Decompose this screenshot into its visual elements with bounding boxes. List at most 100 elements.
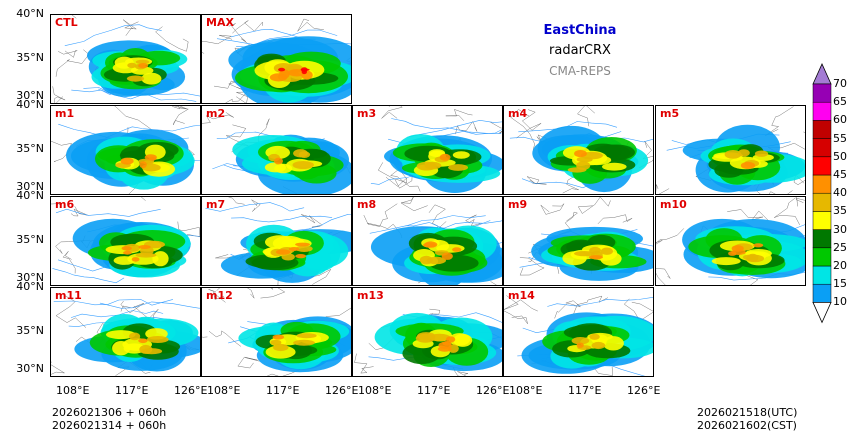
reflectivity-area: [106, 330, 136, 340]
reflectivity-area: [113, 256, 136, 265]
province-boundary: [400, 197, 428, 212]
river-line: [55, 208, 161, 217]
colorbar-level-label: 25: [833, 240, 847, 254]
province-boundary: [577, 106, 595, 127]
longitude-tick-label: 126°E: [627, 384, 661, 397]
reflectivity-area: [724, 150, 742, 159]
province-boundary: [445, 109, 473, 121]
colorbar-level-label: 45: [833, 168, 847, 181]
province-boundary: [251, 199, 261, 212]
map-panel-m2: m2: [201, 105, 352, 195]
latitude-tick-label: 30°N: [16, 362, 44, 375]
colorbar-level-label: 55: [833, 131, 847, 145]
reflectivity-area: [424, 161, 442, 170]
province-boundary: [173, 107, 189, 125]
radar-map: [202, 18, 351, 103]
reflectivity-area: [576, 342, 584, 348]
province-boundary: [216, 288, 255, 299]
reflectivity-area: [295, 254, 307, 259]
valid-time-utc: 2026021518(UTC): [697, 406, 798, 419]
longitude-tick-label: 108°E: [56, 384, 90, 397]
reflectivity-area: [139, 161, 147, 169]
colorbar-level-label: 20: [833, 259, 847, 272]
province-boundary: [774, 197, 800, 225]
river-line: [205, 202, 305, 212]
province-boundary: [260, 288, 286, 299]
reflectivity-area: [293, 339, 315, 346]
map-panel-m11: m11: [50, 287, 201, 377]
colorbar-segment: [812, 229, 832, 249]
reflectivity-area: [279, 69, 290, 79]
reflectivity-area: [148, 156, 157, 161]
colorbar-segment: [812, 283, 832, 303]
reflectivity-area: [131, 257, 140, 262]
reflectivity-area: [441, 252, 453, 260]
province-boundary: [363, 203, 398, 227]
colorbar-segment: [812, 83, 832, 103]
map-panel-m6: m6: [50, 196, 201, 286]
reflectivity-area: [300, 67, 308, 72]
map-panel-m4: m4: [503, 105, 654, 195]
reflectivity-area: [138, 63, 149, 69]
map-panel-m1: m1: [50, 105, 201, 195]
province-boundary: [177, 221, 200, 238]
colorbar-level-label: 50: [833, 149, 847, 163]
province-boundary: [504, 310, 528, 324]
radar-map: [656, 197, 805, 285]
reflectivity-area: [292, 161, 314, 169]
reflectivity-area: [121, 246, 132, 251]
map-panel-max: MAX: [201, 14, 352, 104]
province-boundary: [155, 26, 189, 52]
province-boundary: [237, 356, 260, 369]
province-boundary: [232, 20, 263, 34]
latitude-tick-label: 35°N: [16, 142, 44, 155]
radar-map: [656, 106, 805, 194]
river-line: [105, 125, 200, 139]
longitude-tick-label: 117°E: [417, 384, 451, 397]
latitude-tick-label: 40°N: [16, 280, 44, 293]
province-boundary: [325, 307, 351, 317]
radar-map: [51, 197, 200, 284]
panel-label: m10: [660, 198, 687, 211]
reflectivity-area: [574, 150, 587, 158]
province-boundary: [122, 19, 139, 36]
reflectivity-area: [273, 343, 289, 352]
reflectivity-area: [270, 339, 282, 346]
province-boundary: [55, 49, 90, 77]
panel-label: m2: [206, 107, 226, 120]
colorbar-max-arrow: [812, 63, 832, 85]
map-panel-m5: m5: [655, 105, 806, 195]
reflectivity-area: [591, 341, 606, 350]
reflectivity-area: [731, 245, 744, 252]
map-panel-m3: m3: [352, 105, 503, 195]
colorbar-level-label: 30: [833, 222, 847, 236]
longitude-tick-label: 126°E: [174, 384, 208, 397]
panel-label: MAX: [206, 16, 234, 29]
province-boundary: [202, 336, 208, 338]
reflectivity-area: [426, 256, 446, 265]
province-boundary: [489, 121, 502, 134]
river-line: [391, 118, 502, 134]
latitude-tick-label: 30°N: [16, 271, 44, 284]
reflectivity-area: [295, 245, 313, 252]
province-boundary: [490, 281, 497, 285]
longitude-tick-label: 126°E: [325, 384, 359, 397]
province-boundary: [455, 120, 478, 135]
province-boundary: [515, 109, 542, 139]
variable-title: radarCRX: [549, 43, 611, 58]
province-boundary: [52, 86, 66, 103]
reflectivity-area: [439, 153, 451, 161]
province-boundary: [573, 295, 608, 314]
province-boundary: [202, 35, 233, 54]
province-boundary: [208, 330, 242, 347]
reflectivity-area: [753, 243, 764, 248]
province-boundary: [577, 197, 611, 214]
valid-time-cst: 2026021602(CST): [697, 419, 797, 432]
panel-label: m12: [206, 289, 233, 302]
latitude-tick-label: 40°N: [16, 189, 44, 202]
province-boundary: [62, 251, 76, 274]
river-line: [547, 297, 653, 307]
province-boundary: [803, 131, 805, 133]
reflectivity-area: [448, 333, 471, 346]
panel-label: CTL: [55, 16, 78, 29]
